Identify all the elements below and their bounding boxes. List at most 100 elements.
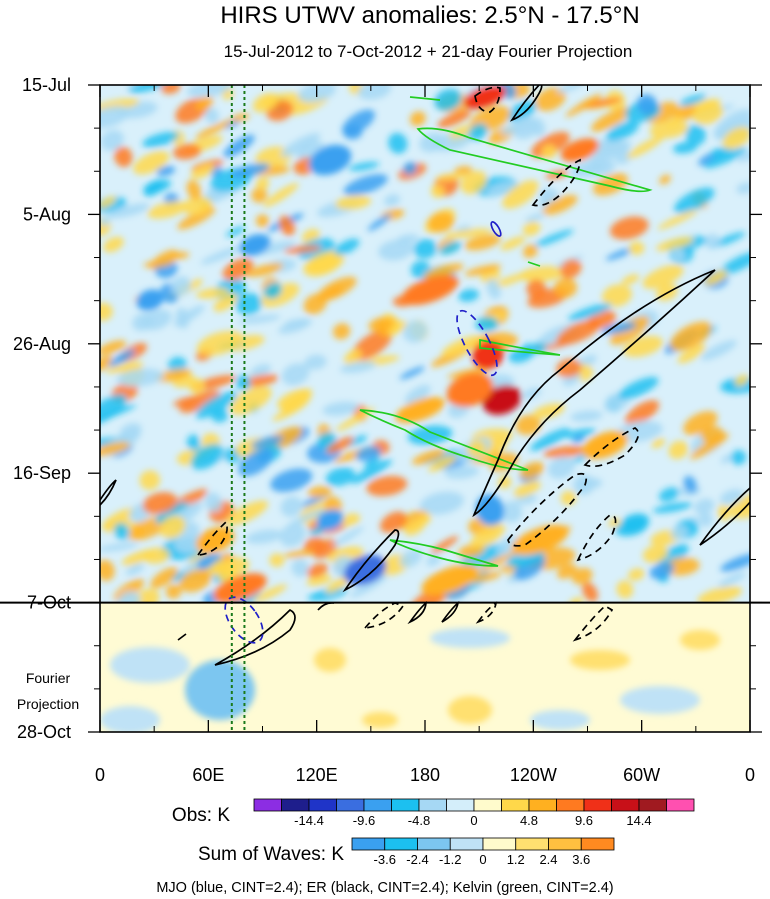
colorbar-swatch [391, 798, 420, 812]
colorbar-swatch [417, 837, 451, 851]
projection-blob [448, 696, 492, 724]
anomaly-blob [519, 461, 545, 480]
anomaly-blob [413, 238, 437, 259]
anomaly-blob [156, 165, 176, 177]
anomaly-blob [204, 107, 219, 124]
anomaly-blob [351, 459, 393, 484]
contour-caption: MJO (blue, CINT=2.4); ER (black, CINT=2.… [156, 880, 613, 896]
anomaly-blob [179, 569, 212, 593]
anomaly-blob [100, 394, 127, 425]
anomaly-blob [143, 259, 175, 268]
anomaly-blob [213, 293, 238, 312]
anomaly-blob [567, 303, 612, 322]
obs-anomaly-field [100, 85, 750, 615]
anomaly-blob [364, 455, 381, 469]
anomaly-blob [730, 450, 747, 465]
anomaly-blob [100, 129, 124, 151]
kelvin-contour [409, 96, 441, 101]
anomaly-blob [119, 423, 142, 440]
anomaly-blob [532, 403, 565, 419]
anomaly-blob [737, 150, 750, 162]
waves-colorbar-label: Sum of Waves: K [198, 844, 344, 865]
anomaly-blob [399, 366, 425, 380]
anomaly-blob [671, 246, 685, 262]
anomaly-blob [186, 85, 232, 98]
projection-blob [362, 712, 398, 728]
anomaly-blob [522, 387, 542, 400]
er-contour [472, 269, 716, 518]
anomaly-blob [533, 229, 574, 247]
anomaly-blob [260, 282, 300, 308]
anomaly-blob [306, 563, 328, 578]
er-contour [583, 427, 640, 468]
anomaly-blob [343, 125, 363, 140]
anomaly-blob [263, 182, 299, 208]
anomaly-blob [404, 384, 431, 405]
anomaly-blob [570, 159, 607, 178]
anomaly-core [239, 234, 271, 256]
anomaly-core [511, 524, 569, 556]
anomaly-blob [150, 567, 178, 589]
anomaly-blob [626, 135, 665, 159]
mjo-contours [224, 221, 502, 644]
anomaly-blob [530, 428, 570, 451]
anomaly-blob [343, 174, 388, 196]
colorbar-swatch [384, 837, 418, 851]
anomaly-blob [105, 362, 144, 374]
colorbar-swatch [515, 837, 549, 851]
anomaly-blob [719, 489, 744, 505]
anomaly-blob [229, 386, 272, 415]
anomaly-blob [195, 119, 233, 139]
anomaly-blob [402, 161, 417, 175]
y-axis: 15-Jul 5-Aug 26-Aug 16-Sep 7-Oct 28-Oct [13, 75, 762, 742]
colorbar-level-label: 0 [470, 813, 477, 828]
plot-area [100, 85, 750, 732]
anomaly-blob [100, 355, 113, 371]
anomaly-blob [132, 312, 154, 331]
anomaly-blob [430, 536, 459, 554]
anomaly-blob [657, 543, 689, 567]
anomaly-blob [704, 270, 728, 286]
anomaly-core [475, 494, 505, 526]
anomaly-blob [322, 401, 359, 416]
anomaly-blob [143, 179, 172, 194]
anomaly-blob [177, 207, 216, 230]
anomaly-blob [535, 87, 566, 112]
anomaly-core [316, 509, 344, 531]
anomaly-blob [622, 335, 663, 358]
anomaly-blob [468, 123, 488, 141]
x-tick-label: 0 [745, 765, 755, 785]
colorbar-swatch [638, 798, 667, 812]
anomaly-blob [350, 574, 388, 598]
anomaly-blob [677, 344, 706, 364]
anomaly-blob [113, 522, 130, 540]
anomaly-blob [100, 196, 117, 209]
anomaly-blob [340, 361, 376, 373]
anomaly-blob [621, 274, 640, 285]
anomaly-blob [411, 449, 446, 465]
kelvin-contour [527, 261, 541, 267]
er-contour [474, 86, 501, 113]
anomaly-core [195, 526, 235, 554]
anomaly-blob [592, 173, 629, 196]
colorbar-swatch [363, 798, 392, 812]
anomaly-blob [601, 322, 637, 335]
anomaly-blob [263, 282, 282, 299]
anomaly-blob [605, 247, 635, 261]
projection-blob [314, 648, 346, 672]
waves-colorbar: -3.6 -2.4 -1.2 0 1.2 2.4 3.6 [351, 837, 615, 867]
anomaly-blob [668, 440, 689, 460]
anomaly-blob [235, 293, 262, 315]
anomaly-blob [226, 226, 246, 237]
x-tick-label: 120W [510, 765, 557, 785]
anomaly-blob [636, 94, 658, 115]
anomaly-blob [521, 343, 536, 358]
projection-blob [530, 710, 590, 730]
anomaly-blob [620, 513, 650, 533]
anomaly-blob [147, 201, 188, 219]
anomaly-blob [500, 119, 534, 135]
anomaly-blob [486, 181, 522, 196]
anomaly-blob [304, 354, 327, 370]
anomaly-blob [280, 496, 303, 517]
anomaly-blob [541, 144, 557, 159]
